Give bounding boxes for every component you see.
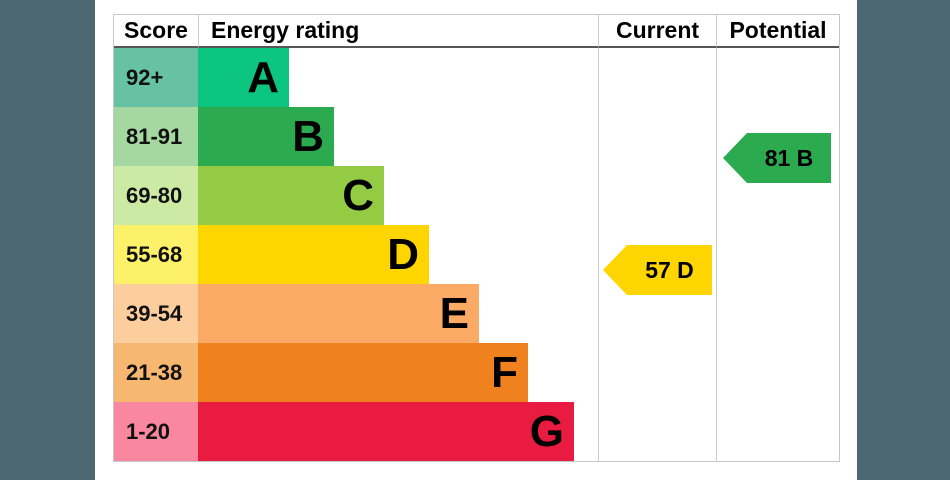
header-score: Score xyxy=(114,15,198,48)
current-rating-label: 57 D xyxy=(627,245,712,295)
potential-column-cell xyxy=(716,48,839,107)
band-bar: B xyxy=(198,107,334,166)
band-letter: B xyxy=(292,111,324,161)
band-score-range: 69-80 xyxy=(114,166,198,225)
band-score-range: 39-54 xyxy=(114,284,198,343)
epc-graphic: Score Energy rating Current Potential 92… xyxy=(95,0,857,480)
current-column-cell xyxy=(598,284,716,343)
band-bar-cell: E xyxy=(198,284,598,343)
band-bar-cell: F xyxy=(198,343,598,402)
band-score-range: 21-38 xyxy=(114,343,198,402)
current-arrow-tip-icon xyxy=(603,245,627,295)
epc-table: Score Energy rating Current Potential 92… xyxy=(113,14,840,462)
current-column-cell xyxy=(598,402,716,461)
potential-column-cell xyxy=(716,225,839,284)
band-bar-cell: A xyxy=(198,48,598,107)
band-bar: G xyxy=(198,402,574,461)
band-letter: E xyxy=(439,288,469,338)
potential-rating-arrow: 81 B xyxy=(723,133,831,183)
band-score-range: 1-20 xyxy=(114,402,198,461)
header-energy-rating: Energy rating xyxy=(198,15,598,48)
potential-arrow-tip-icon xyxy=(723,133,747,183)
band-bar: D xyxy=(198,225,429,284)
current-column-cell xyxy=(598,343,716,402)
band-bar-cell: G xyxy=(198,402,598,461)
band-bar: F xyxy=(198,343,528,402)
current-column-cell xyxy=(598,107,716,166)
band-bar-cell: B xyxy=(198,107,598,166)
band-letter: D xyxy=(387,229,419,279)
current-rating-arrow: 57 D xyxy=(603,245,712,295)
band-letter: F xyxy=(491,347,518,397)
current-column-cell xyxy=(598,48,716,107)
band-bar: E xyxy=(198,284,479,343)
band-bar: C xyxy=(198,166,384,225)
band-score-range: 55-68 xyxy=(114,225,198,284)
band-bar-cell: C xyxy=(198,166,598,225)
current-column-cell xyxy=(598,225,716,284)
header-potential: Potential xyxy=(716,15,839,48)
potential-column-cell xyxy=(716,402,839,461)
potential-column-cell xyxy=(716,284,839,343)
band-letter: G xyxy=(529,406,564,456)
potential-column-cell xyxy=(716,343,839,402)
potential-column-cell xyxy=(716,107,839,166)
band-score-range: 92+ xyxy=(114,48,198,107)
band-bar: A xyxy=(198,48,289,107)
band-bar-cell: D xyxy=(198,225,598,284)
band-letter: C xyxy=(342,170,374,220)
header-current: Current xyxy=(598,15,716,48)
band-score-range: 81-91 xyxy=(114,107,198,166)
current-column-cell xyxy=(598,166,716,225)
potential-column-cell xyxy=(716,166,839,225)
band-letter: A xyxy=(247,52,279,102)
potential-rating-label: 81 B xyxy=(747,133,831,183)
